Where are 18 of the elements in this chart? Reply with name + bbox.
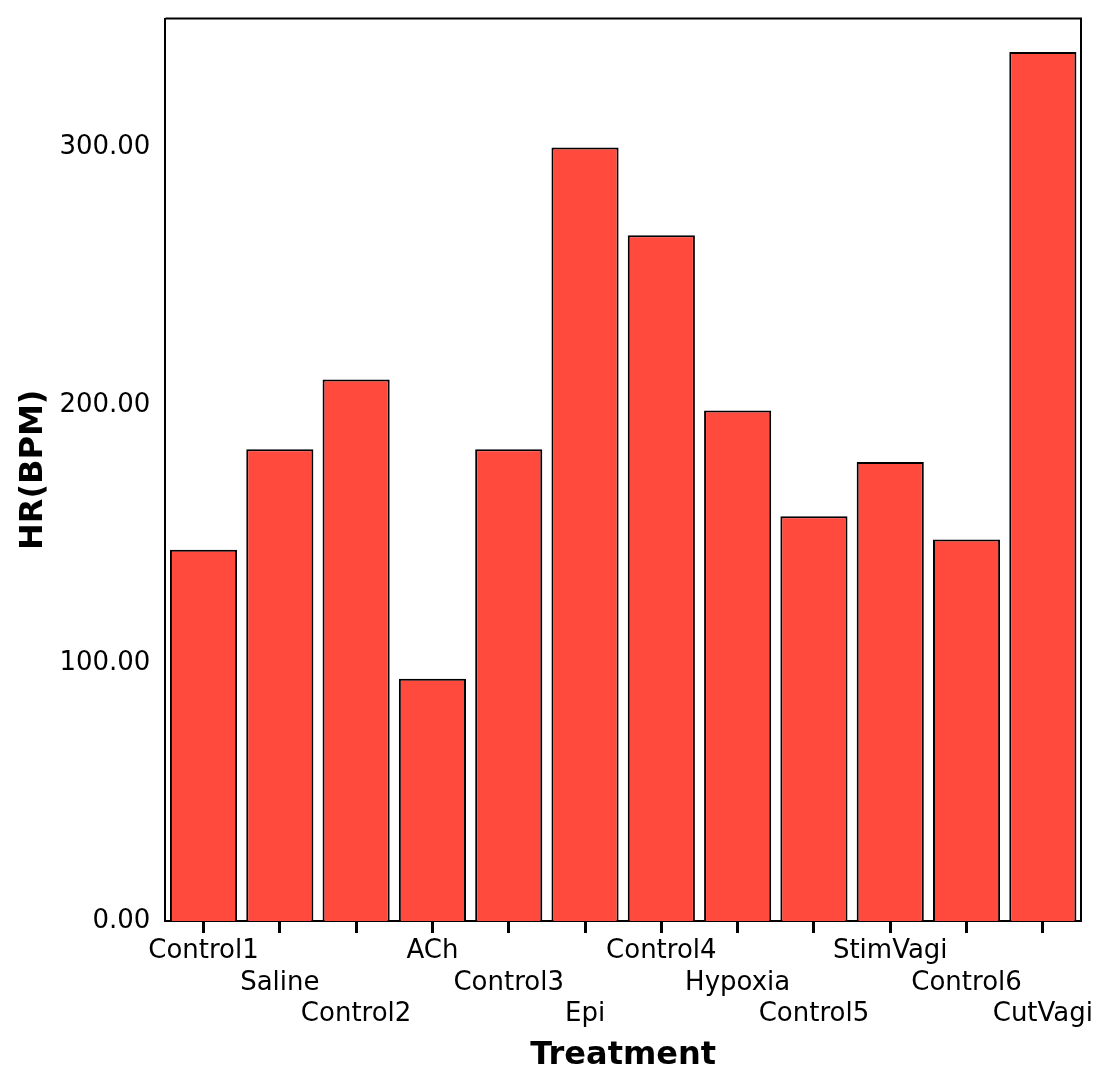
x-tick-label: ACh xyxy=(406,934,459,965)
x-tick-label: Control1 xyxy=(148,934,259,965)
x-tick-label: Control4 xyxy=(606,934,717,965)
x-tick-label: Control2 xyxy=(300,996,412,1027)
x-tick-label: Saline xyxy=(240,965,320,996)
y-tick-label: 100.00 xyxy=(59,645,151,676)
x-tick-label: Control6 xyxy=(911,965,1022,996)
y-tick-label: 0.00 xyxy=(92,903,151,934)
y-axis-title: HR(BPM) xyxy=(11,389,50,550)
y-tick-label: 300.00 xyxy=(59,130,151,161)
y-tick-label: 200.00 xyxy=(59,388,151,419)
x-tick-label: CutVagi xyxy=(992,996,1093,1027)
x-tick-label: Epi xyxy=(564,996,606,1027)
x-tick-label: StimVagi xyxy=(832,934,948,965)
x-axis-title: Treatment xyxy=(530,1034,717,1073)
x-tick-label: Control3 xyxy=(453,965,564,996)
x-tick-label: Control5 xyxy=(758,996,870,1027)
x-tick-label: Hypoxia xyxy=(685,965,791,996)
